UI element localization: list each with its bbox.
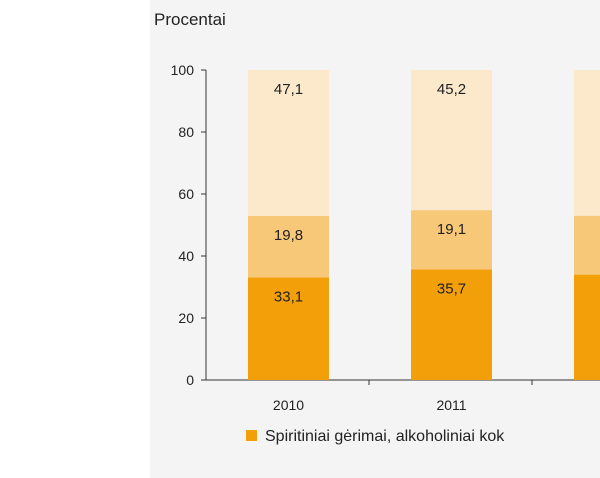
y-axis-title: Procentai bbox=[154, 10, 226, 29]
bar-segment bbox=[574, 70, 600, 216]
data-label: 19,1 bbox=[437, 221, 466, 238]
y-tick-label: 40 bbox=[178, 248, 194, 264]
y-tick-label: 80 bbox=[178, 124, 194, 140]
data-label: 33,1 bbox=[274, 288, 303, 305]
y-tick-label: 60 bbox=[178, 186, 194, 202]
y-tick-label: 0 bbox=[186, 372, 194, 388]
bar-segment bbox=[574, 274, 600, 380]
y-tick-label: 100 bbox=[171, 62, 195, 78]
chart-panel bbox=[150, 0, 600, 478]
bar-segment bbox=[248, 277, 329, 380]
bar-segment bbox=[411, 269, 492, 380]
legend: Spiritiniai gėrimai, alkoholiniai kok bbox=[246, 428, 504, 446]
data-label: 35,7 bbox=[437, 280, 466, 297]
x-tick-label: 2011 bbox=[436, 397, 466, 413]
bar-segment bbox=[248, 70, 329, 217]
bar-segment bbox=[411, 210, 492, 270]
bar-segment bbox=[411, 70, 492, 211]
bar-segment bbox=[574, 215, 600, 275]
legend-swatch bbox=[246, 430, 257, 441]
data-label: 47,1 bbox=[274, 81, 303, 98]
legend-label: Spiritiniai gėrimai, alkoholiniai kok bbox=[265, 428, 505, 445]
bar-segment bbox=[248, 216, 329, 278]
data-label: 45,2 bbox=[437, 81, 466, 98]
x-tick-label: 2010 bbox=[273, 397, 304, 413]
y-tick-label: 20 bbox=[178, 310, 194, 326]
data-label: 19,8 bbox=[274, 227, 303, 244]
